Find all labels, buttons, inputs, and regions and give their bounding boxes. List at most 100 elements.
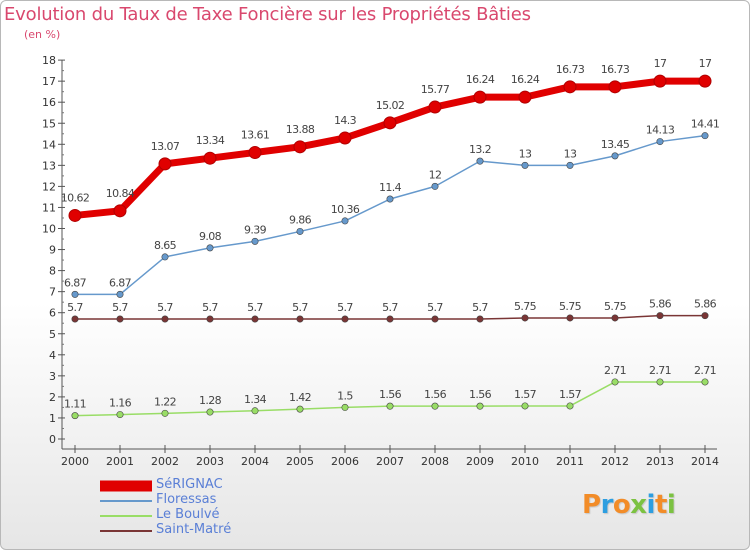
data-point: [113, 204, 127, 218]
data-point: [566, 402, 574, 410]
data-point: [251, 237, 259, 245]
data-point: [608, 80, 622, 94]
data-point: [563, 80, 577, 94]
data-point: [248, 146, 262, 160]
legend-label: Saint-Matré: [156, 522, 232, 537]
data-label: 12: [429, 168, 442, 181]
y-tick-label: 3: [49, 370, 56, 383]
logo-letter: i: [666, 490, 676, 520]
y-tick-label: 17: [42, 75, 56, 88]
data-label: 6.87: [64, 276, 87, 289]
x-tick-label: 2012: [601, 455, 629, 468]
x-tick-label: 2008: [421, 455, 449, 468]
legend-label: Le Boulvé: [156, 507, 220, 522]
data-point: [476, 402, 484, 410]
x-tick-label: 2007: [376, 455, 404, 468]
data-point: [161, 409, 169, 417]
legend-label: SéRIGNAC: [156, 477, 223, 492]
data-point: [341, 217, 349, 225]
data-point: [611, 152, 619, 160]
legend-swatch: [100, 530, 152, 532]
data-point: [518, 90, 532, 104]
y-tick-label: 18: [42, 54, 56, 67]
data-point: [428, 100, 442, 114]
data-label: 1.5: [337, 389, 353, 402]
x-tick-label: 2014: [691, 455, 719, 468]
data-label: 5.7: [112, 301, 128, 314]
data-label: 5.86: [649, 298, 672, 311]
data-point: [386, 315, 394, 323]
data-point: [116, 290, 124, 298]
y-tick-label: 6: [49, 307, 56, 320]
logo-letter: i: [646, 490, 656, 520]
data-point: [431, 182, 439, 190]
data-label: 13.07: [151, 140, 180, 153]
data-label: 10.84: [106, 187, 135, 200]
data-label: 5.7: [67, 301, 83, 314]
data-point: [656, 378, 664, 386]
logo-letter: P: [582, 490, 601, 520]
data-point: [206, 408, 214, 416]
data-label: 2.71: [604, 364, 626, 377]
data-point: [71, 412, 79, 420]
y-tick-label: 14: [42, 138, 56, 151]
data-label: 9.08: [199, 230, 222, 243]
data-point: [251, 407, 259, 415]
x-tick-label: 2006: [331, 455, 359, 468]
logo-letter: t: [654, 490, 667, 520]
y-tick-label: 8: [49, 265, 56, 278]
data-point: [116, 315, 124, 323]
data-point: [701, 378, 709, 386]
data-label: 9.86: [289, 213, 312, 226]
data-point: [566, 161, 574, 169]
y-tick-label: 12: [42, 180, 56, 193]
data-label: 10.62: [61, 191, 90, 204]
data-point: [476, 315, 484, 323]
logo-letter: o: [612, 490, 631, 520]
data-label: 13.2: [469, 143, 491, 156]
logo-letter: r: [600, 490, 614, 520]
data-point: [476, 157, 484, 165]
data-label: 1.22: [154, 395, 176, 408]
legend-swatch: [100, 500, 152, 502]
data-label: 14.13: [646, 124, 675, 137]
data-point: [656, 138, 664, 146]
data-label: 17: [654, 57, 667, 70]
data-label: 17: [699, 57, 712, 70]
data-point: [116, 411, 124, 419]
proxiti-logo: Proxiti: [582, 490, 676, 520]
data-label: 15.77: [421, 83, 450, 96]
data-point: [386, 402, 394, 410]
data-label: 13: [519, 147, 532, 160]
y-tick-label: 10: [42, 223, 56, 236]
data-label: 1.11: [64, 398, 86, 411]
y-tick-label: 11: [42, 201, 56, 214]
data-point: [296, 227, 304, 235]
data-label: 5.75: [514, 300, 537, 313]
x-tick-label: 2000: [61, 455, 89, 468]
y-tick-label: 16: [42, 96, 56, 109]
data-label: 6.87: [109, 276, 132, 289]
data-point: [698, 74, 712, 88]
data-label: 16.24: [511, 73, 540, 86]
data-label: 13.88: [286, 123, 315, 136]
data-label: 16.24: [466, 73, 495, 86]
data-label: 14.3: [334, 114, 357, 127]
data-label: 5.7: [472, 301, 488, 314]
data-label: 11.4: [379, 181, 402, 194]
data-point: [161, 315, 169, 323]
y-tick-label: 4: [49, 349, 56, 362]
data-point: [521, 161, 529, 169]
data-point: [341, 315, 349, 323]
data-point: [341, 403, 349, 411]
data-label: 13.45: [601, 138, 630, 151]
data-point: [158, 157, 172, 171]
data-point: [293, 140, 307, 154]
chart-title: Evolution du Taux de Taxe Foncière sur l…: [4, 4, 531, 25]
data-label: 13.61: [241, 129, 270, 142]
data-point: [656, 312, 664, 320]
data-point: [431, 402, 439, 410]
data-label: 5.7: [382, 301, 398, 314]
data-label: 15.02: [376, 99, 405, 112]
